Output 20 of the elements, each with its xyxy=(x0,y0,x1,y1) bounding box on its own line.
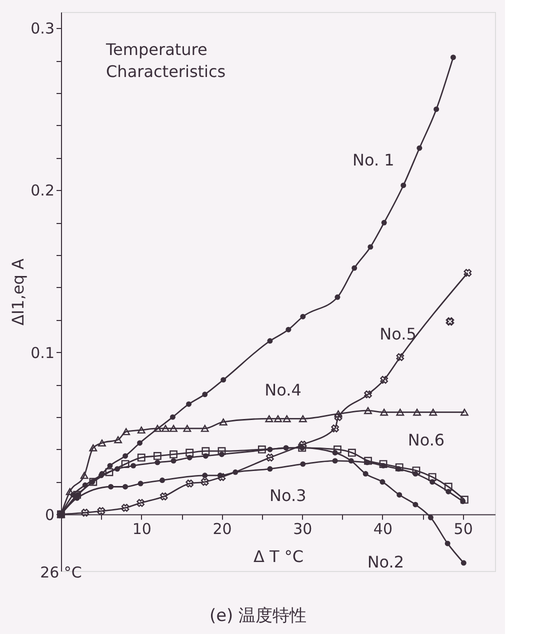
x-tick-label: 30 xyxy=(293,520,312,538)
text: (e) 温度特性 xyxy=(209,606,307,626)
y-tick-label: 0.2 xyxy=(30,182,54,200)
y-tick-label: 0 xyxy=(44,506,54,524)
annotation: 26 °C xyxy=(40,563,82,582)
series-label: No.6 xyxy=(408,430,445,450)
x-axis-title: Δ T °C xyxy=(253,546,304,566)
series-label: No.5 xyxy=(380,324,416,344)
y-tick-label: 0.3 xyxy=(30,20,54,38)
x-tick-label: 20 xyxy=(212,520,232,538)
y-axis-title: ΔI1,eq A xyxy=(8,258,28,326)
series-label: No. 1 xyxy=(352,150,394,170)
y-tick-label: 0.1 xyxy=(30,344,54,362)
x-tick-label: 50 xyxy=(454,520,473,538)
text: Temperature Characteristics xyxy=(105,40,226,81)
series-label: No.3 xyxy=(270,486,306,506)
x-tick-label: 40 xyxy=(373,520,393,538)
text: No.2 xyxy=(367,552,404,572)
x-tick-label: 10 xyxy=(132,520,152,538)
series-label: No.4 xyxy=(264,380,302,400)
